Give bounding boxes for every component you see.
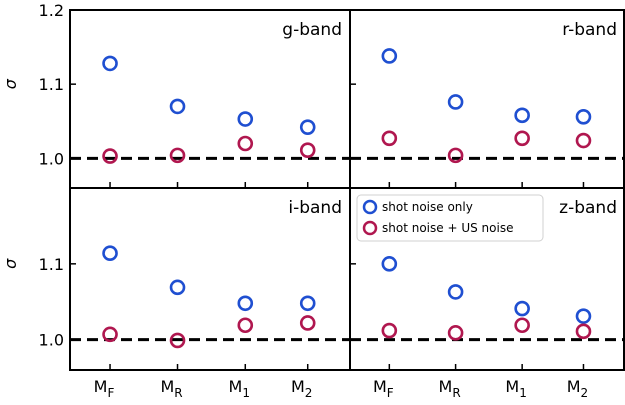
data-point [102, 245, 118, 262]
data-point [169, 147, 186, 164]
data-point [169, 279, 186, 296]
data-point [102, 148, 118, 164]
data-point [575, 132, 592, 149]
data-point [575, 323, 592, 340]
plot-frame [69, 9, 625, 371]
data-point [381, 48, 398, 64]
x-tick-label: M1 [505, 377, 526, 400]
y-tick-label: 1.0 [39, 331, 64, 350]
legend-entry: shot noise only [382, 200, 473, 214]
legend-entry: shot noise + US noise [382, 221, 513, 235]
data-point [169, 332, 186, 349]
data-point [514, 130, 530, 147]
y-tick-label: 1.1 [39, 255, 64, 274]
y-axis-label: σ [1, 258, 20, 269]
data-point [447, 147, 464, 164]
data-point [299, 119, 316, 135]
data-point [169, 98, 186, 115]
x-tick-label: M2 [291, 377, 312, 400]
data-point [102, 326, 118, 343]
data-point [381, 130, 398, 147]
data-point [514, 317, 530, 334]
data-point [237, 135, 254, 152]
panel-label: r-band [562, 20, 617, 40]
legend: shot noise only shot noise + US noise [356, 194, 544, 242]
panel-g-band: g-band [70, 20, 350, 164]
data-point [237, 317, 254, 334]
panel-z-band: z-band [350, 198, 625, 342]
x-tick-label: MF [373, 377, 394, 400]
data-point [102, 55, 118, 72]
legend-marker [362, 199, 378, 215]
data-point [514, 107, 530, 124]
data-point [447, 325, 464, 341]
x-tick-label: MR [160, 377, 182, 400]
data-point [381, 322, 398, 339]
data-point [514, 300, 530, 317]
data-point [299, 142, 316, 158]
y-tick-label: 1.2 [39, 1, 64, 20]
legend-marker [362, 220, 378, 236]
data-point [447, 284, 464, 300]
legend-box [356, 194, 544, 242]
y-tick-label: 1.0 [39, 149, 64, 168]
data-point [299, 315, 316, 331]
y-tick-label: 1.1 [39, 75, 64, 94]
panel-label: i-band [288, 198, 342, 218]
panel-label: g-band [282, 20, 342, 40]
panel-r-band: r-band [350, 20, 625, 164]
x-tick-label: M1 [229, 377, 250, 400]
x-tick-label: M2 [567, 377, 588, 400]
data-point [237, 295, 254, 312]
data-point [299, 295, 316, 312]
data-point [575, 109, 592, 125]
data-point [447, 94, 464, 110]
data-point [237, 111, 254, 127]
panel-label: z-band [559, 198, 617, 218]
data-point [575, 308, 592, 324]
x-tick-label: MR [439, 377, 461, 400]
x-tick-label: MF [94, 377, 115, 400]
data-point [381, 256, 398, 272]
y-axis-label: σ [1, 78, 20, 89]
panel-i-band: i-band [70, 198, 350, 349]
